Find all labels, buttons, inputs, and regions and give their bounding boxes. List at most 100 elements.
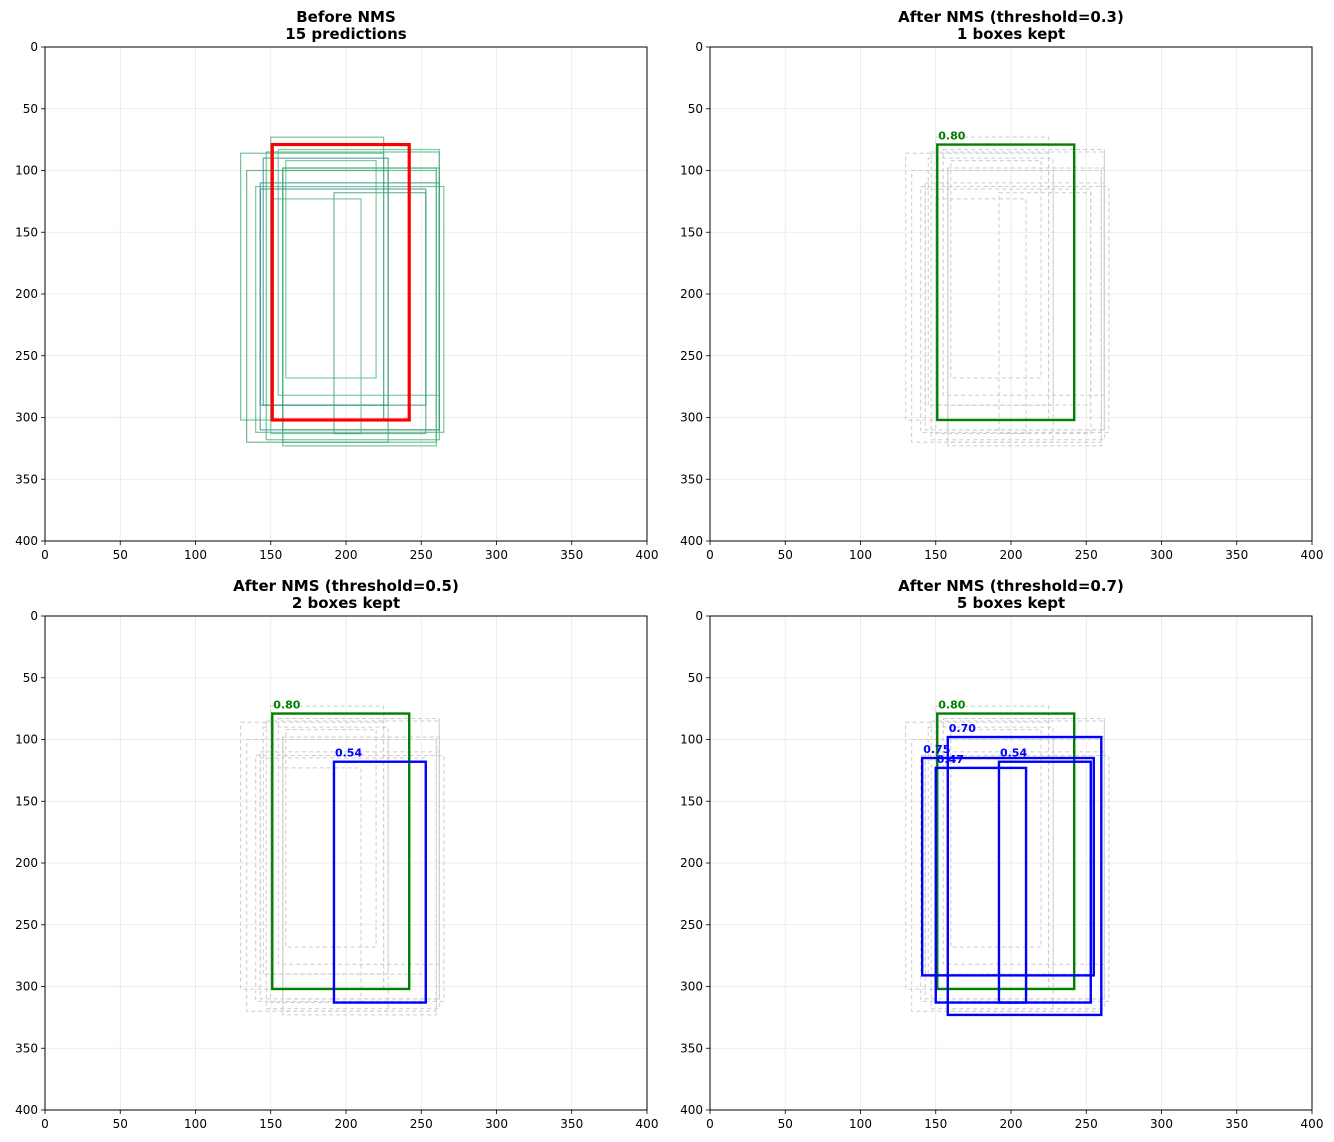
x-tick-label: 300 [1150,548,1173,562]
suppressed-box [333,761,427,1004]
suppressed-box [950,160,1042,379]
prediction-box [246,169,389,443]
suppressed-box [270,767,362,1004]
x-tick-label: 400 [1301,1117,1324,1131]
y-tick-label: 50 [688,102,703,116]
score-label: 0.54 [335,747,362,760]
prediction-box [270,198,362,435]
panel-title: Before NMS [296,8,396,26]
x-tick-label: 50 [113,1117,128,1131]
y-tick-label: 200 [680,287,703,301]
suppressed-box [998,192,1092,435]
score-label: 0.70 [949,722,976,735]
x-tick-label: 400 [1301,548,1324,562]
y-tick-label: 200 [15,856,38,870]
x-tick-label: 100 [184,1117,207,1131]
x-tick-label: 50 [778,1117,793,1131]
kept-box [271,712,411,991]
y-tick-label: 350 [15,472,38,486]
y-tick-label: 400 [15,534,38,548]
suppressed-box [911,739,1054,1012]
x-tick-label: 400 [636,548,659,562]
y-tick-label: 250 [15,349,38,363]
suppressed-box [947,739,1102,1016]
suppressed-box [924,188,1092,406]
score-label: 0.80 [273,699,300,712]
plot-content [240,136,445,447]
x-tick-label: 50 [778,548,793,562]
y-tick-label: 350 [680,1041,703,1055]
kept-box [936,143,1076,422]
x-tick-label: 0 [706,548,714,562]
x-tick-label: 250 [1075,548,1098,562]
suppressed-box [927,157,1054,406]
x-tick-label: 300 [1150,1117,1173,1131]
suppressed-box [950,729,1042,948]
panel-subtitle: 2 boxes kept [292,594,400,612]
y-tick-label: 300 [680,980,703,994]
x-tick-label: 250 [410,1117,433,1131]
y-tick-label: 250 [15,918,38,932]
x-tick-label: 400 [636,1117,659,1131]
x-tick-label: 150 [259,1117,282,1131]
top-score-box [270,142,411,422]
x-tick-label: 350 [1225,548,1248,562]
prediction-box [262,157,389,406]
y-tick-label: 150 [15,225,38,239]
prediction-box [259,182,440,431]
suppressed-box [920,186,1110,433]
score-label: 0.80 [938,130,965,143]
y-tick-label: 50 [23,671,38,685]
suppressed-box [282,736,437,1012]
y-tick-label: 100 [15,164,38,178]
y-tick-label: 0 [695,609,703,623]
suppressed-box [265,720,440,1010]
x-tick-label: 100 [184,548,207,562]
y-tick-label: 100 [680,733,703,747]
suppressed-box [924,751,1105,1000]
x-tick-label: 150 [924,1117,947,1131]
panel-title: After NMS (threshold=0.7) [898,577,1124,595]
y-tick-label: 300 [15,411,38,425]
prediction-box [265,151,440,441]
y-tick-label: 200 [15,287,38,301]
suppressed-box [947,170,1102,447]
y-tick-label: 400 [15,1103,38,1117]
y-tick-label: 250 [680,918,703,932]
suppressed-box [259,751,440,1000]
y-tick-label: 200 [680,856,703,870]
x-tick-label: 0 [41,548,49,562]
y-tick-label: 50 [23,102,38,116]
suppressed-box [935,198,1027,435]
prediction-box [282,169,437,447]
suppressed-box [924,757,1092,975]
suppressed-box [947,736,1102,1012]
score-label: 0.75 [923,743,950,756]
x-tick-label: 350 [560,548,583,562]
suppressed-box [270,705,385,990]
x-tick-label: 200 [335,1117,358,1131]
y-tick-label: 0 [30,40,38,54]
y-tick-label: 100 [680,164,703,178]
y-tick-label: 0 [695,40,703,54]
suppressed-box [282,739,437,1016]
y-tick-label: 100 [15,733,38,747]
kept-box [934,766,1028,1004]
suppressed-box [262,726,389,975]
suppressed-box [942,149,1105,396]
x-tick-label: 250 [1075,1117,1098,1131]
x-tick-label: 200 [1000,548,1023,562]
plot-content: 0.80 [905,130,1110,447]
panel-subtitle: 15 predictions [285,25,406,43]
kept-box [946,735,1103,1017]
y-tick-label: 400 [680,1103,703,1117]
score-label: 0.54 [1000,747,1027,760]
kept-box [936,712,1076,991]
suppressed-box [998,761,1092,1004]
suppressed-box [935,705,1050,990]
x-tick-label: 50 [113,548,128,562]
y-tick-label: 0 [30,609,38,623]
suppressed-box [255,755,445,1002]
prediction-box [285,160,377,379]
